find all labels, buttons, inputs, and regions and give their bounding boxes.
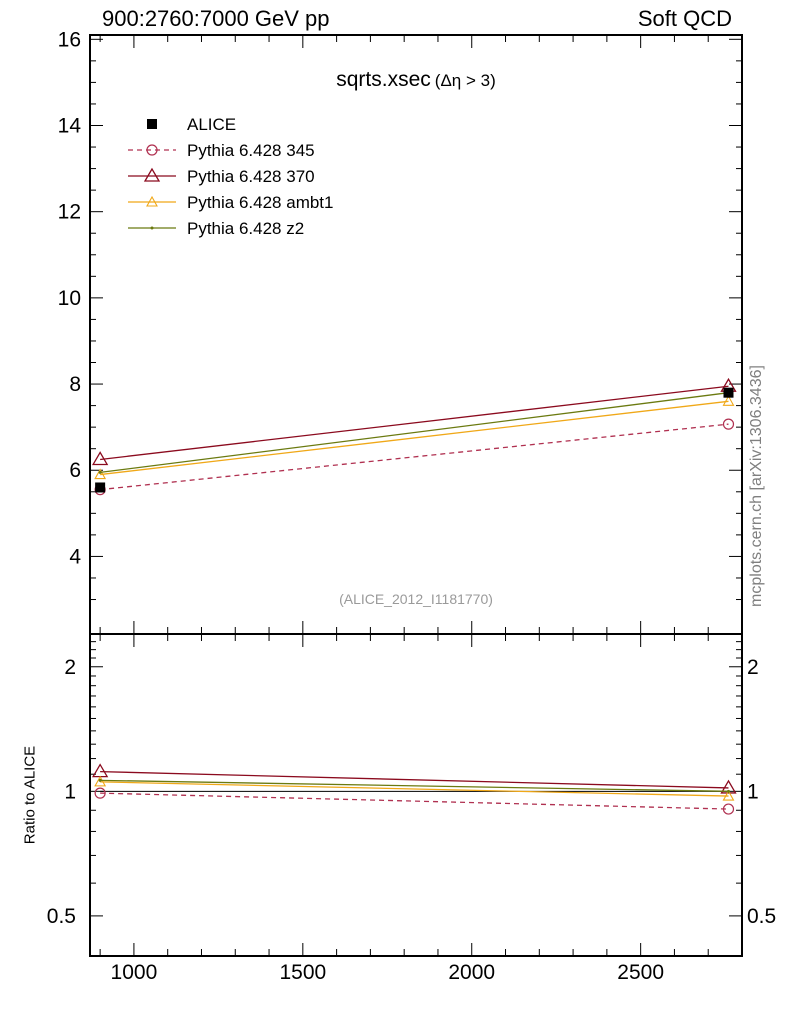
ratio-point-p345 xyxy=(722,803,735,815)
legend-label: Pythia 6.428 345 xyxy=(187,141,315,160)
main-point-p345 xyxy=(722,418,735,430)
ratio-y-tick-label: 2 xyxy=(64,656,76,679)
header-process-label: 900:2760:7000 GeV pp xyxy=(102,6,330,31)
x-tick-label: 1000 xyxy=(111,961,158,984)
main-y-tick-label: 10 xyxy=(58,287,81,310)
ratio-line-p370 xyxy=(100,770,729,789)
ratio-line-ambt1 xyxy=(100,781,729,797)
ratio-y-tick-label: 1 xyxy=(64,780,76,803)
ratio-line-z2 xyxy=(100,779,729,792)
ratio-y-tick-label: 0.5 xyxy=(47,905,76,928)
main-y-tick-label: 16 xyxy=(58,28,81,51)
ratio-point-p370 xyxy=(92,763,109,778)
main-y-tick-label: 12 xyxy=(58,201,81,224)
legend-marker xyxy=(143,167,161,182)
ratio-point-ambt1 xyxy=(94,775,107,787)
main-point-alice xyxy=(95,482,106,493)
ratio-point-z2 xyxy=(98,778,102,782)
chart-title-suffix: (Δη > 3) xyxy=(435,71,496,90)
main-line-p345 xyxy=(100,423,729,491)
main-point-p370 xyxy=(92,451,109,466)
x-tick-label: 1500 xyxy=(279,961,326,984)
ratio-point-p370 xyxy=(720,779,737,794)
ratio-y-tick-label-right: 1 xyxy=(747,780,759,803)
main-y-tick-label: 4 xyxy=(69,545,81,568)
legend-marker xyxy=(146,195,158,207)
main-point-alice xyxy=(723,387,734,398)
ratio-point-ambt1 xyxy=(722,789,735,801)
main-y-tick-label: 6 xyxy=(69,459,81,482)
analysis-watermark: (ALICE_2012_I1181770) xyxy=(339,591,493,607)
legend-marker xyxy=(146,144,158,156)
ratio-y-tick-label-right: 2 xyxy=(747,656,759,679)
main-line-z2 xyxy=(100,392,729,474)
legend-marker xyxy=(147,119,157,129)
legend-label: Pythia 6.428 370 xyxy=(187,167,315,186)
ratio-point-p345 xyxy=(94,787,106,799)
x-tick-label: 2500 xyxy=(617,961,664,984)
x-tick-label: 2000 xyxy=(448,961,495,984)
main-point-ambt1 xyxy=(94,468,107,480)
legend-label: ALICE xyxy=(187,115,236,134)
main-line-p370 xyxy=(100,385,729,461)
main-point-z2 xyxy=(98,470,102,474)
legend-label: Pythia 6.428 ambt1 xyxy=(187,193,333,212)
main-y-tick-label: 14 xyxy=(58,114,82,137)
ratio-plot-frame xyxy=(89,633,743,957)
header-category-label: Soft QCD xyxy=(637,6,732,31)
main-point-ambt1 xyxy=(722,395,735,406)
main-y-tick-label: 8 xyxy=(69,373,81,396)
chart-title: sqrts.xsec (Δη > 3) xyxy=(336,68,496,91)
legend-label: Pythia 6.428 z2 xyxy=(187,219,304,238)
main-line-ambt1 xyxy=(100,400,729,476)
ratio-line-p345 xyxy=(100,792,729,810)
ratio-point-z2 xyxy=(726,789,730,793)
ratio-y-tick-label-right: 0.5 xyxy=(747,905,776,928)
legend-marker xyxy=(150,226,154,230)
